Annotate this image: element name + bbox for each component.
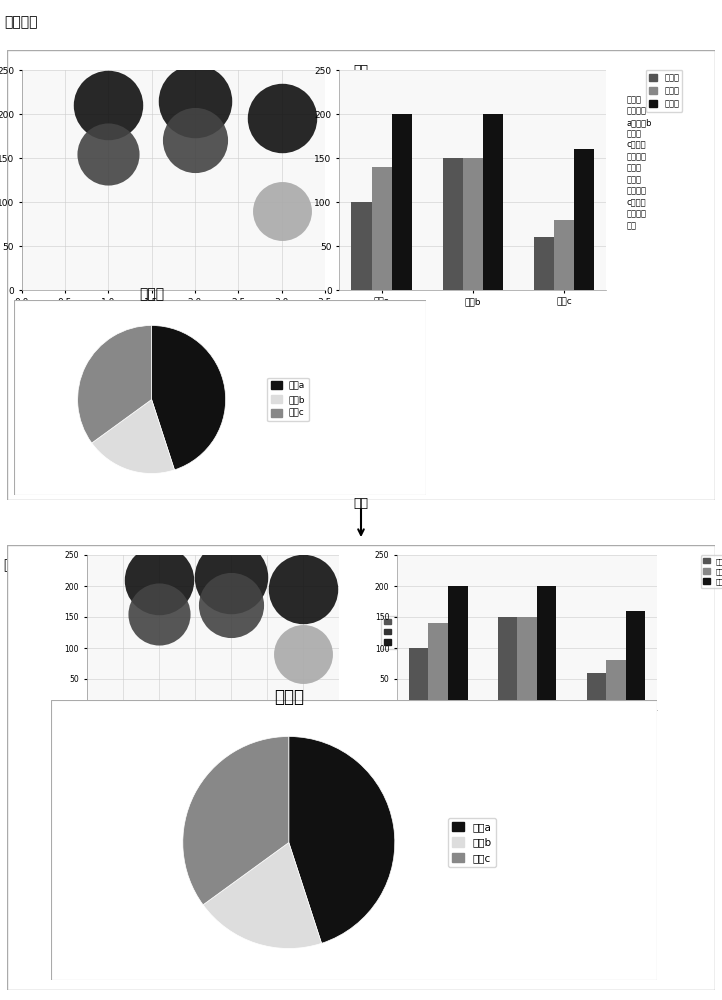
Bar: [391, 114, 412, 290]
Point: [103, 146, 114, 162]
Bar: [517, 617, 537, 710]
Bar: [483, 114, 503, 290]
Bar: [497, 617, 517, 710]
Point: [189, 93, 201, 109]
Point: [189, 132, 201, 148]
Text: 切换: 切换: [354, 497, 368, 510]
Legend: 第一年, 第二年, 第三年: 第一年, 第二年, 第三年: [381, 616, 412, 649]
Legend: 第一年, 第二年, 第三年: 第一年, 第二年, 第三年: [645, 70, 682, 112]
Title: 第一年: 第一年: [274, 688, 304, 706]
Text: 标题: 标题: [425, 558, 439, 571]
FancyBboxPatch shape: [14, 300, 426, 495]
Wedge shape: [203, 842, 321, 948]
Text: 第二终端: 第二终端: [3, 558, 36, 572]
Point: [276, 203, 287, 219]
Bar: [534, 237, 554, 290]
Bar: [463, 158, 483, 290]
Wedge shape: [78, 326, 152, 443]
Point: [276, 110, 287, 126]
Wedge shape: [152, 326, 225, 470]
Wedge shape: [183, 736, 289, 905]
FancyBboxPatch shape: [51, 700, 657, 980]
Text: 图表总
结：指标
a、指标b
及指标
c，在三
年里基本
成长趋
势，其
中，指标
c逐年增
加的比例
较大: 图表总 结：指标 a、指标b 及指标 c，在三 年里基本 成长趋 势，其 中，指…: [627, 95, 652, 230]
Wedge shape: [289, 736, 395, 943]
Point: [297, 581, 309, 597]
Bar: [574, 149, 594, 290]
Bar: [428, 623, 448, 710]
Point: [153, 572, 165, 588]
Text: 标题: 标题: [354, 64, 368, 77]
Point: [297, 646, 309, 662]
Wedge shape: [92, 399, 175, 473]
Text: 图表总结：指标a、指标b及指标c，在三年里基本成长趋势，其中，指标c逐年增加的比例
较大: 图表总结：指标a、指标b及指标c，在三年里基本成长趋势，其中，指标c逐年增加的比…: [225, 745, 497, 769]
Legend: 指标a, 指标b, 指标c: 指标a, 指标b, 指标c: [448, 818, 496, 867]
Text: 第一终端: 第一终端: [4, 15, 38, 29]
Legend: 第一年, 第二年, 第三年: 第一年, 第二年, 第三年: [351, 159, 388, 201]
FancyBboxPatch shape: [7, 50, 715, 500]
Title: 第一年: 第一年: [139, 288, 164, 302]
Bar: [352, 202, 372, 290]
Bar: [443, 158, 463, 290]
Bar: [372, 167, 391, 290]
Bar: [537, 586, 557, 710]
Legend: 第一年, 第二年, 第三年: 第一年, 第二年, 第三年: [701, 555, 722, 588]
Legend: 指标a, 指标b, 指标c: 指标a, 指标b, 指标c: [267, 378, 309, 421]
Point: [103, 97, 114, 113]
Bar: [409, 648, 428, 710]
Point: [225, 597, 237, 613]
Bar: [448, 586, 468, 710]
FancyBboxPatch shape: [7, 545, 715, 990]
Bar: [626, 611, 645, 710]
Bar: [554, 220, 574, 290]
Bar: [606, 660, 626, 710]
Bar: [586, 673, 606, 710]
Point: [225, 569, 237, 585]
Point: [153, 606, 165, 622]
